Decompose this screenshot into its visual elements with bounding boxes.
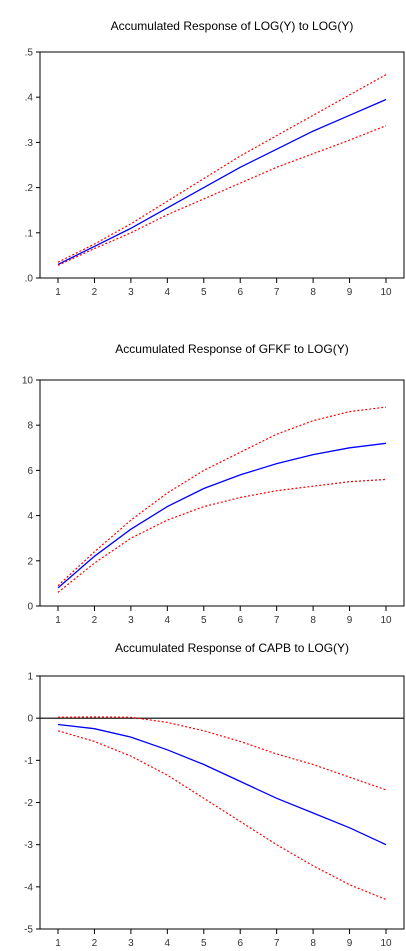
x-tick-label: 5 xyxy=(201,938,207,949)
x-tick-label: 3 xyxy=(128,287,134,298)
chart-title: Accumulated Response of GFKF to LOG(Y) xyxy=(115,342,348,356)
y-tick-label: .2 xyxy=(25,183,34,194)
y-tick-label: .0 xyxy=(25,274,34,285)
x-tick-label: 2 xyxy=(92,938,98,949)
series-upper-line xyxy=(57,74,387,263)
chart-panel-2: Accumulated Response of GFKF to LOG(Y) 0 2… xyxy=(22,342,405,626)
y-tick-label: .5 xyxy=(25,48,34,59)
x-tick-label: 9 xyxy=(347,287,353,298)
plot-frame xyxy=(39,675,405,930)
x-tick-label: 7 xyxy=(274,287,280,298)
x-tick-label: 9 xyxy=(347,938,353,949)
series-response-line xyxy=(57,442,387,589)
x-tick-label: 6 xyxy=(237,938,243,949)
x-tick-label: 10 xyxy=(380,938,392,949)
series-upper-line xyxy=(57,716,387,791)
y-tick-label: .3 xyxy=(25,138,34,149)
y-tick-label: .4 xyxy=(25,93,34,104)
x-tick-label: 1 xyxy=(55,287,61,298)
series-response-line xyxy=(57,723,387,846)
x-tick-label: 6 xyxy=(237,615,243,626)
chart-panel-1: Accumulated Response of LOG(Y) to LOG(Y)… xyxy=(25,19,405,298)
y-tick-label: -3 xyxy=(24,840,33,851)
x-tick-label: 7 xyxy=(274,615,280,626)
chart-title: Accumulated Response of LOG(Y) to LOG(Y) xyxy=(111,19,354,33)
x-tick-label: 5 xyxy=(201,287,207,298)
x-tick-label: 3 xyxy=(128,615,134,626)
series-lower-line xyxy=(57,730,387,901)
x-tick-label: 5 xyxy=(201,615,207,626)
y-tick-label: 1 xyxy=(27,672,33,683)
y-tick-label: 4 xyxy=(27,511,33,522)
series-lower-line xyxy=(57,478,387,593)
y-tick-label: -2 xyxy=(24,798,33,809)
y-tick-label: -4 xyxy=(24,882,33,893)
x-tick-label: 3 xyxy=(128,938,134,949)
x-tick-label: 10 xyxy=(380,287,392,298)
y-tick-label: 2 xyxy=(27,556,33,567)
plot-frame xyxy=(39,51,405,279)
plot-frame xyxy=(39,379,405,607)
x-tick-label: 9 xyxy=(347,615,353,626)
series-response-line xyxy=(57,98,387,265)
series-lower-line xyxy=(57,125,387,266)
series-upper-line xyxy=(57,406,387,587)
x-tick-label: 1 xyxy=(55,938,61,949)
x-tick-label: 8 xyxy=(310,615,316,626)
x-tick-label: 4 xyxy=(165,287,171,298)
y-tick-label: 8 xyxy=(27,421,33,432)
x-tick-label: 2 xyxy=(92,615,98,626)
x-tick-label: 4 xyxy=(165,938,171,949)
y-tick-label: 0 xyxy=(27,714,33,725)
y-tick-label: 6 xyxy=(27,466,33,477)
x-tick-label: 1 xyxy=(55,615,61,626)
y-tick-label: 10 xyxy=(22,376,34,387)
x-tick-label: 10 xyxy=(380,615,392,626)
y-tick-label: 0 xyxy=(27,602,33,613)
x-tick-label: 8 xyxy=(310,287,316,298)
x-tick-label: 8 xyxy=(310,938,316,949)
chart-title: Accumulated Response of CAPB to LOG(Y) xyxy=(115,641,349,655)
chart-panel-3: Accumulated Response of CAPB to LOG(Y) -5… xyxy=(24,641,405,949)
x-tick-label: 2 xyxy=(92,287,98,298)
y-tick-label: -1 xyxy=(24,756,33,767)
y-tick-label: -5 xyxy=(24,925,33,936)
x-tick-label: 4 xyxy=(165,615,171,626)
y-tick-label: .1 xyxy=(25,228,34,239)
x-tick-label: 6 xyxy=(237,287,243,298)
x-tick-label: 7 xyxy=(274,938,280,949)
